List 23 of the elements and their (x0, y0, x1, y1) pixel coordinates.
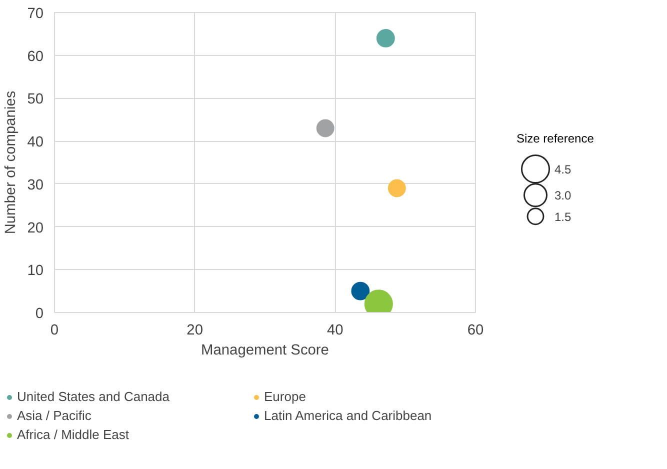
y-tick-label: 50 (27, 92, 44, 108)
x-tick-label: 20 (186, 322, 203, 338)
y-axis-title: Number of companies (3, 90, 20, 234)
x-tick-label: 0 (50, 322, 59, 338)
y-tick-label: 30 (27, 177, 44, 194)
y-tick-label: 20 (27, 220, 44, 236)
x-tick-label: 60 (467, 322, 484, 338)
legend-label: 4.5 (554, 162, 572, 177)
y-tick-label: 0 (35, 306, 44, 322)
y-tick-label: 70 (27, 6, 44, 22)
text: Size reference (516, 132, 594, 146)
legend-label: Asia / Pacific (17, 408, 92, 423)
legend-label: Africa / Middle East (17, 427, 130, 442)
legend-label: 1.5 (554, 210, 572, 224)
legend-label: 3.0 (554, 188, 572, 203)
legend-label: United States and Canada (17, 389, 170, 404)
x-axis-title: Management Score (201, 342, 329, 358)
x-tick-label: 40 (327, 322, 344, 338)
y-tick-label: 10 (27, 263, 44, 280)
y-tick-label: 40 (27, 134, 44, 151)
legend-label: Europe (264, 389, 307, 404)
legend-label: Latin America and Caribbean (264, 408, 433, 423)
y-tick-label: 60 (27, 48, 44, 65)
